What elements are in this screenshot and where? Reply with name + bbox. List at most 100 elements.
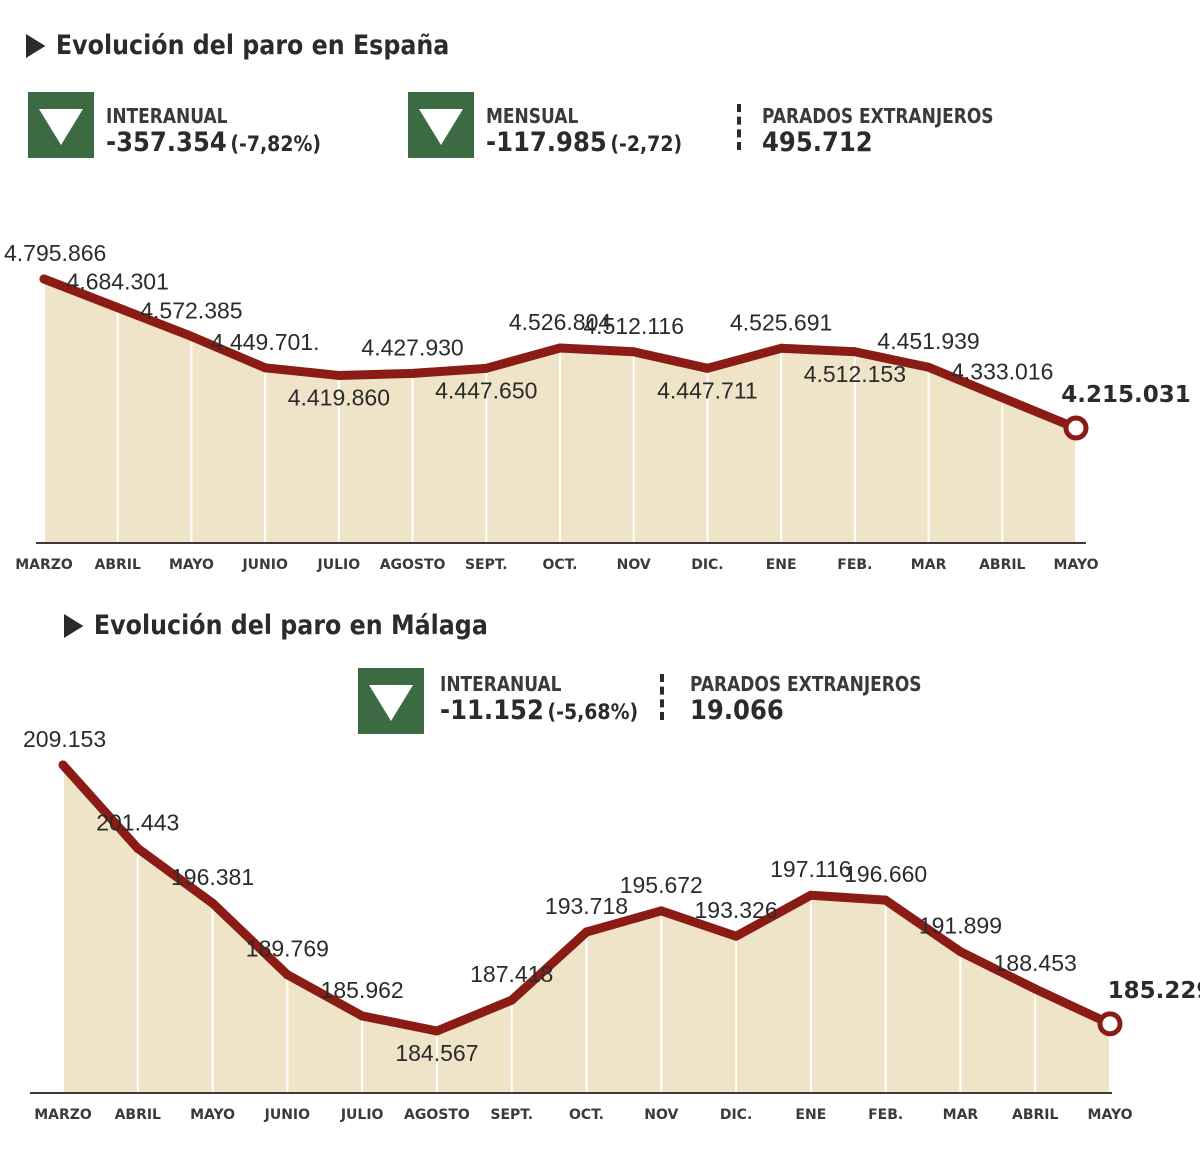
spain-category-label: JUNIO (241, 557, 288, 573)
spain-category-label: ENE (766, 557, 797, 573)
malaga-point (1097, 1011, 1123, 1037)
spain-category-label: AGOSTO (380, 557, 446, 573)
spain-point (924, 362, 934, 372)
spain-data-label: 4.684.301 (67, 269, 169, 295)
spain-interanual-value: -357.354 (106, 127, 227, 158)
malaga-point (432, 1026, 442, 1036)
spain-mensual-label: MENSUAL (486, 104, 579, 128)
spain-data-label: 4.512.116 (583, 313, 684, 339)
spain-category-label: FEB. (837, 557, 872, 573)
malaga-data-label: 197.116 (770, 856, 851, 882)
malaga-area-fill (63, 765, 1110, 1093)
spain-point (334, 370, 344, 380)
spain-category-label: SEPT. (465, 557, 508, 573)
spain-extranjeros-stat: PARADOS EXTRANJEROS 495.712 (762, 104, 1034, 162)
malaga-data-label: 193.326 (695, 897, 778, 923)
spain-data-label: 4.447.650 (435, 377, 537, 403)
malaga-category-label: OCT. (569, 1107, 604, 1123)
spain-interanual-label: INTERANUAL (106, 104, 228, 128)
malaga-point (282, 970, 292, 980)
spain-point (997, 393, 1007, 403)
malaga-data-label: 187.418 (470, 961, 553, 987)
malaga-point (208, 898, 218, 908)
malaga-category-label: MAYO (190, 1107, 235, 1123)
malaga-category-label: NOV (644, 1107, 678, 1123)
malaga-data-label: 185.229 (1108, 978, 1200, 1004)
malaga-point (881, 895, 891, 905)
spain-category-label: OCT. (543, 557, 578, 573)
malaga-data-label: 193.718 (545, 893, 628, 919)
malaga-point (357, 1011, 367, 1021)
spain-category-label: MAR (911, 557, 947, 573)
malaga-category-label: ABRIL (115, 1107, 161, 1123)
spain-category-label: MAYO (1054, 557, 1099, 573)
malaga-point (656, 906, 666, 916)
malaga-data-label: 188.453 (994, 950, 1077, 976)
spain-data-label: 4.419.860 (288, 384, 390, 410)
malaga-point (133, 843, 143, 853)
malaga-category-label: ABRIL (1012, 1107, 1058, 1123)
spain-data-label: 4.526.804 (509, 309, 612, 335)
malaga-extranjeros-label: PARADOS EXTRANJEROS (690, 672, 922, 696)
spain-point (113, 303, 123, 313)
malaga-point (731, 931, 741, 941)
malaga-data-label: 196.660 (844, 861, 927, 887)
spain-category-label: JULIO (317, 557, 361, 573)
malaga-category-label: MAR (943, 1107, 979, 1123)
spain-point (1063, 415, 1089, 441)
spain-category-label: DIC. (691, 557, 723, 573)
malaga-point (582, 927, 591, 937)
spain-category-label: MARZO (15, 557, 73, 573)
malaga-category-label: SEPT. (490, 1107, 533, 1123)
spain-category-label: ABRIL (95, 557, 141, 573)
spain-interanual-stat: INTERANUAL -357.354 (-7,82%) (106, 104, 345, 162)
malaga-extranjeros-value: 19.066 (690, 695, 784, 726)
spain-mensual-pct: (-2,72) (610, 132, 683, 156)
malaga-interanual-stat: INTERANUAL -11.152 (-5,68%) (440, 672, 660, 730)
spain-category-label: MAYO (169, 557, 214, 573)
malaga-category-label: JUNIO (264, 1107, 311, 1123)
spain-point (702, 363, 712, 373)
spain-data-label: 4.215.031 (1061, 382, 1191, 408)
malaga-data-label: 191.899 (919, 913, 1002, 939)
spain-point (555, 343, 565, 353)
malaga-category-label: ENE (795, 1107, 826, 1123)
separator (737, 104, 741, 150)
spain-data-label: 4.451.939 (877, 328, 979, 354)
spain-data-label: 4.427.930 (361, 334, 463, 360)
spain-interanual-pct: (-7,82%) (230, 132, 322, 156)
spain-extranjeros-label: PARADOS EXTRANJEROS (762, 104, 994, 128)
malaga-point (58, 760, 68, 770)
malaga-point (507, 995, 517, 1005)
separator (660, 674, 664, 720)
malaga-interanual-down-box (358, 668, 424, 734)
malaga-interanual-label: INTERANUAL (440, 672, 562, 696)
malaga-data-label: 189.769 (246, 936, 329, 962)
malaga-category-label: FEB. (868, 1107, 903, 1123)
spain-data-label: 4.795.866 (4, 240, 106, 266)
spain-data-label: 4.333.016 (951, 359, 1053, 385)
play-triangle-icon (26, 33, 46, 58)
spain-data-label: 4.525.691 (730, 309, 832, 335)
spain-data-label: 4.447.711 (657, 377, 758, 403)
play-triangle-icon (64, 613, 84, 638)
spain-point (481, 363, 491, 373)
spain-category-label: ABRIL (979, 557, 1025, 573)
spain-point (260, 363, 270, 373)
malaga-category-label: MAYO (1088, 1107, 1133, 1123)
malaga-category-label: JULIO (340, 1107, 384, 1123)
malaga-interanual-value: -11.152 (440, 695, 544, 726)
spain-point (850, 347, 860, 357)
malaga-point (1030, 984, 1040, 994)
spain-interanual-down-box (28, 92, 94, 158)
malaga-data-label: 196.381 (171, 864, 254, 890)
malaga-data-label: 209.153 (23, 726, 106, 752)
down-arrow-icon (369, 685, 413, 721)
spain-data-label: 4.572.385 (140, 297, 242, 323)
malaga-category-label: MARZO (34, 1107, 92, 1123)
spain-point (776, 343, 786, 353)
spain-extranjeros-value: 495.712 (762, 127, 873, 158)
malaga-point (955, 947, 965, 957)
malaga-category-label: DIC. (720, 1107, 752, 1123)
